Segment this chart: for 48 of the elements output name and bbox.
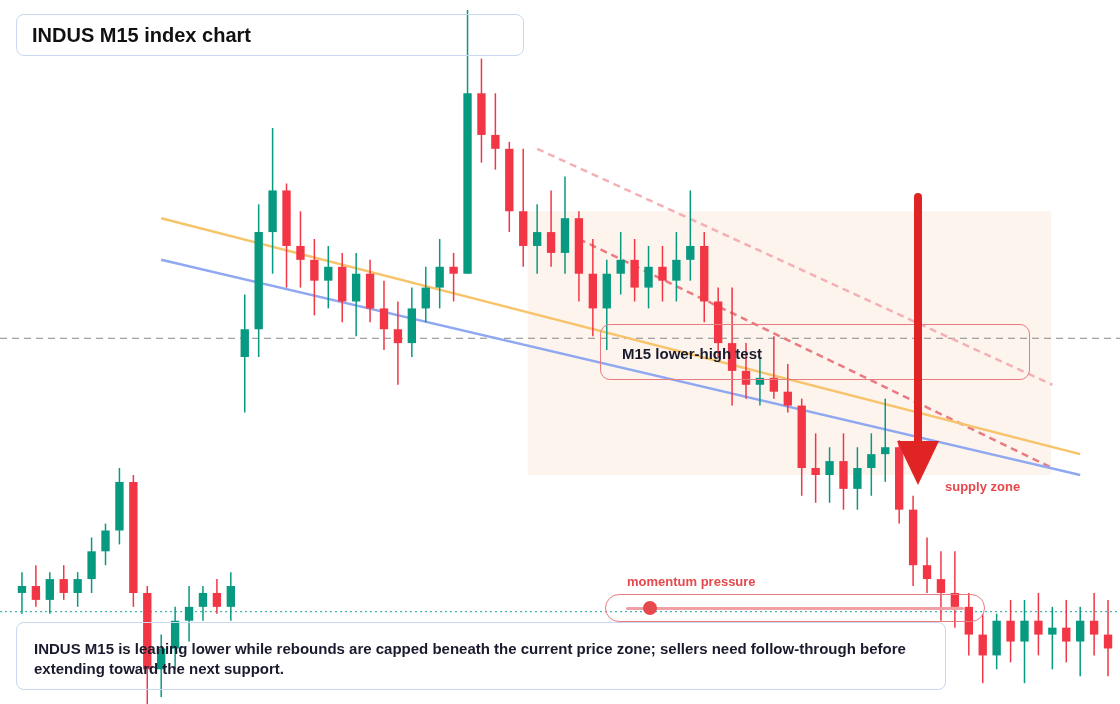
candlestick bbox=[1048, 606, 1057, 671]
candlestick bbox=[881, 397, 890, 483]
candlestick bbox=[1076, 606, 1085, 677]
candlestick bbox=[853, 446, 862, 511]
text: INDUS M15 index chart bbox=[16, 14, 524, 56]
candlestick bbox=[978, 613, 987, 684]
candlestick bbox=[101, 522, 110, 566]
candlestick bbox=[435, 238, 444, 310]
candlestick bbox=[644, 245, 653, 310]
candlestick bbox=[212, 578, 222, 615]
candlestick bbox=[672, 231, 681, 303]
candlestick bbox=[379, 279, 389, 351]
candlestick bbox=[31, 564, 41, 608]
candlestick bbox=[616, 231, 625, 296]
candlestick bbox=[1089, 592, 1099, 657]
candlestick bbox=[532, 203, 542, 275]
candlestick bbox=[686, 189, 695, 282]
candlestick bbox=[184, 585, 194, 643]
candlestick bbox=[198, 585, 208, 622]
candlestick bbox=[491, 92, 500, 171]
candlestick bbox=[310, 238, 319, 317]
candlestick bbox=[296, 210, 305, 289]
candlestick bbox=[936, 550, 946, 622]
candlestick bbox=[449, 252, 458, 303]
candlestick bbox=[17, 571, 27, 615]
candlestick bbox=[324, 245, 333, 310]
candlestick bbox=[1034, 592, 1043, 657]
candlestick bbox=[226, 571, 235, 622]
candlestick bbox=[1006, 599, 1015, 664]
candlestick bbox=[769, 335, 779, 400]
candlestick bbox=[546, 189, 556, 268]
candlestick bbox=[1020, 599, 1029, 684]
annotation: momentum pressure bbox=[627, 574, 756, 589]
candlestick bbox=[950, 550, 960, 629]
candlestick bbox=[73, 571, 82, 608]
candlestick bbox=[1103, 599, 1113, 677]
candlestick bbox=[867, 432, 876, 497]
candlestick bbox=[1062, 599, 1071, 664]
candlestick bbox=[811, 432, 820, 504]
candlestick bbox=[59, 564, 68, 601]
candlestick bbox=[825, 446, 834, 504]
candlestick bbox=[393, 300, 403, 386]
band-label: supply zone bbox=[945, 478, 1021, 494]
candlestick bbox=[421, 266, 430, 324]
candlestick bbox=[922, 536, 932, 594]
candlestick bbox=[783, 363, 792, 414]
candlestick bbox=[658, 245, 667, 303]
candlestick bbox=[45, 571, 54, 615]
